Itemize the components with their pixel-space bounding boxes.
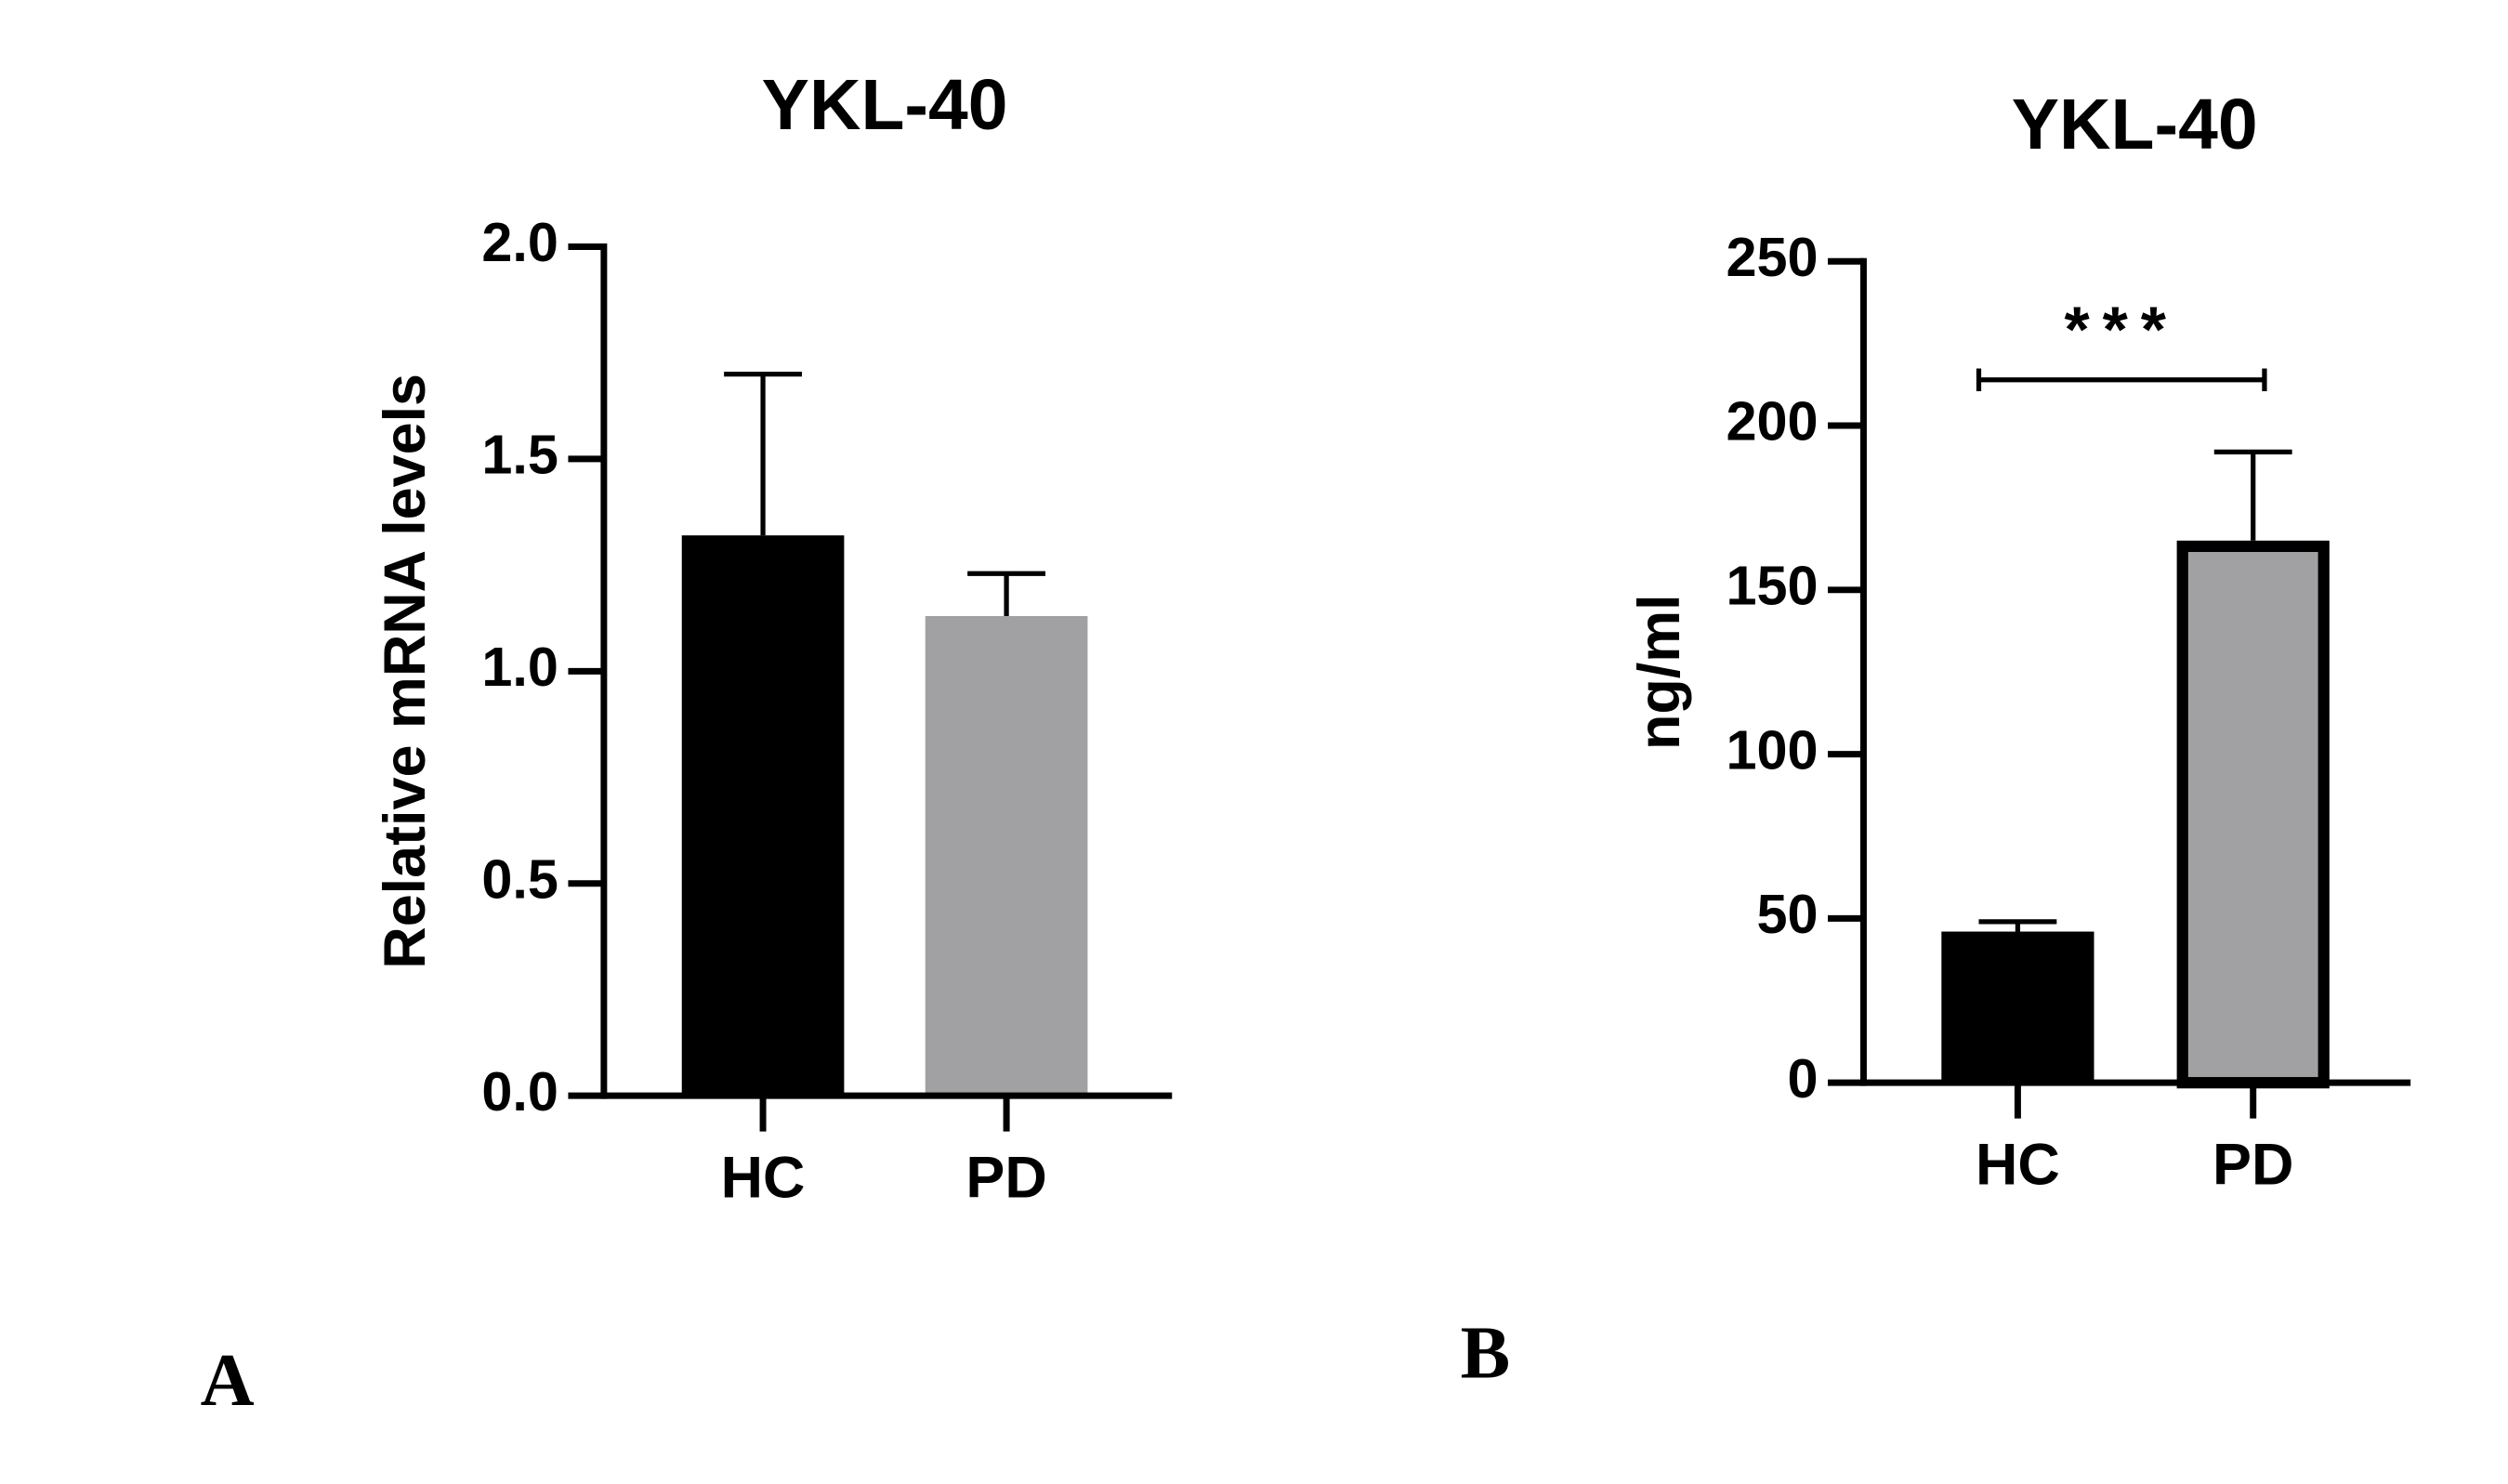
y-axis-label: Relative mRNA levels (373, 374, 438, 969)
panel-label: B (1461, 1311, 1511, 1394)
x-tick-label: HC (1976, 1132, 2060, 1197)
panel-label: A (201, 1339, 255, 1422)
x-tick-label: PD (965, 1145, 1046, 1210)
y-tick-label: 1.5 (481, 424, 558, 486)
y-tick-label: 250 (1726, 226, 1818, 288)
y-tick-label: 100 (1726, 718, 1818, 781)
y-tick-label: 150 (1726, 555, 1818, 617)
y-tick-label: 0.5 (481, 847, 558, 910)
chart-title: YKL-40 (762, 65, 1008, 145)
y-tick-label: 2.0 (481, 211, 558, 273)
y-tick-label: 50 (1756, 883, 1818, 945)
bar (2176, 540, 2330, 1089)
x-tick-label: HC (721, 1145, 806, 1210)
significance-label: *** (2064, 293, 2179, 365)
y-tick-label: 200 (1726, 390, 1818, 453)
chart-title: YKL-40 (2012, 85, 2258, 164)
bar (925, 615, 1088, 1097)
y-tick-label: 1.0 (481, 636, 558, 698)
bar (681, 535, 845, 1097)
bar (1941, 931, 2094, 1083)
x-tick-label: PD (2213, 1132, 2293, 1197)
y-tick-label: 0 (1788, 1047, 1819, 1110)
y-tick-label: 0.0 (481, 1060, 558, 1123)
y-axis-label: ng/ml (1627, 594, 1692, 750)
